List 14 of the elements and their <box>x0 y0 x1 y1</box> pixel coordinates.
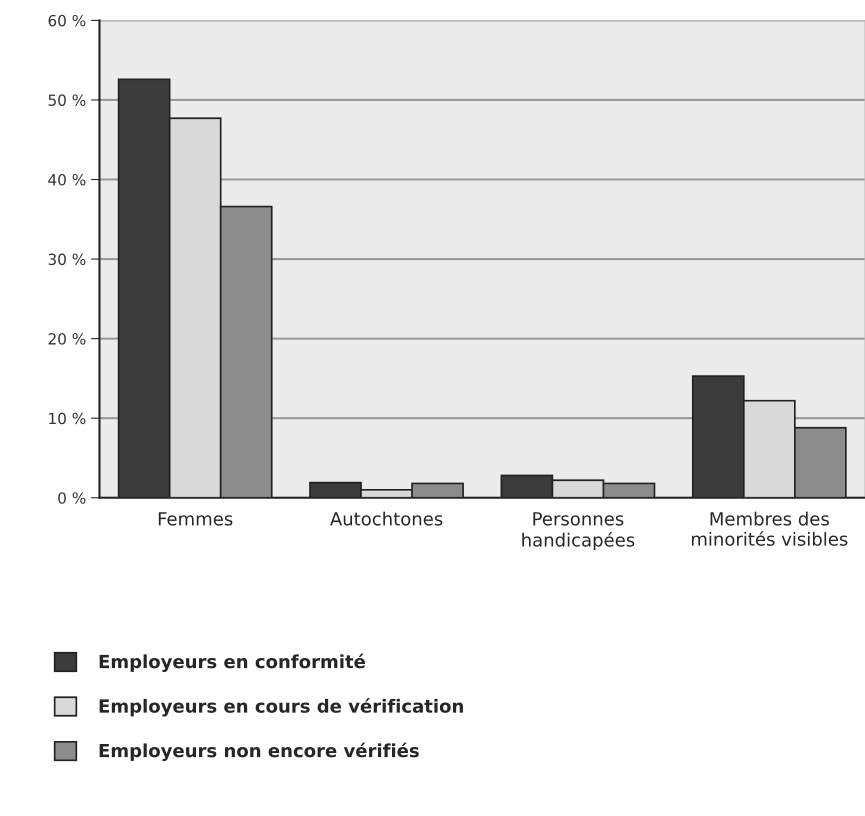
y-tick-label: 30 % <box>48 254 86 266</box>
y-tick-label: 10 % <box>49 412 86 424</box>
legend-label: Employeurs en cours de vérification <box>100 698 463 716</box>
y-tick-label: 50 % <box>48 94 86 106</box>
x-tick-label: Personnes handicapées <box>522 512 634 550</box>
x-tick-label: Femmes <box>158 512 232 526</box>
y-tick-label: 0 % <box>58 492 86 504</box>
y-tick-label: 40 % <box>48 174 86 186</box>
legend-label: Employeurs non encore vérifiés <box>100 742 419 762</box>
legend-label: Employeurs en conformité <box>100 654 365 672</box>
x-tick-label: Membres des minorités visibles <box>692 512 848 546</box>
y-tick-label: 20 % <box>48 333 86 345</box>
y-tick-label: 60 % <box>48 14 86 26</box>
x-tick-label: Autochtones <box>330 512 442 526</box>
